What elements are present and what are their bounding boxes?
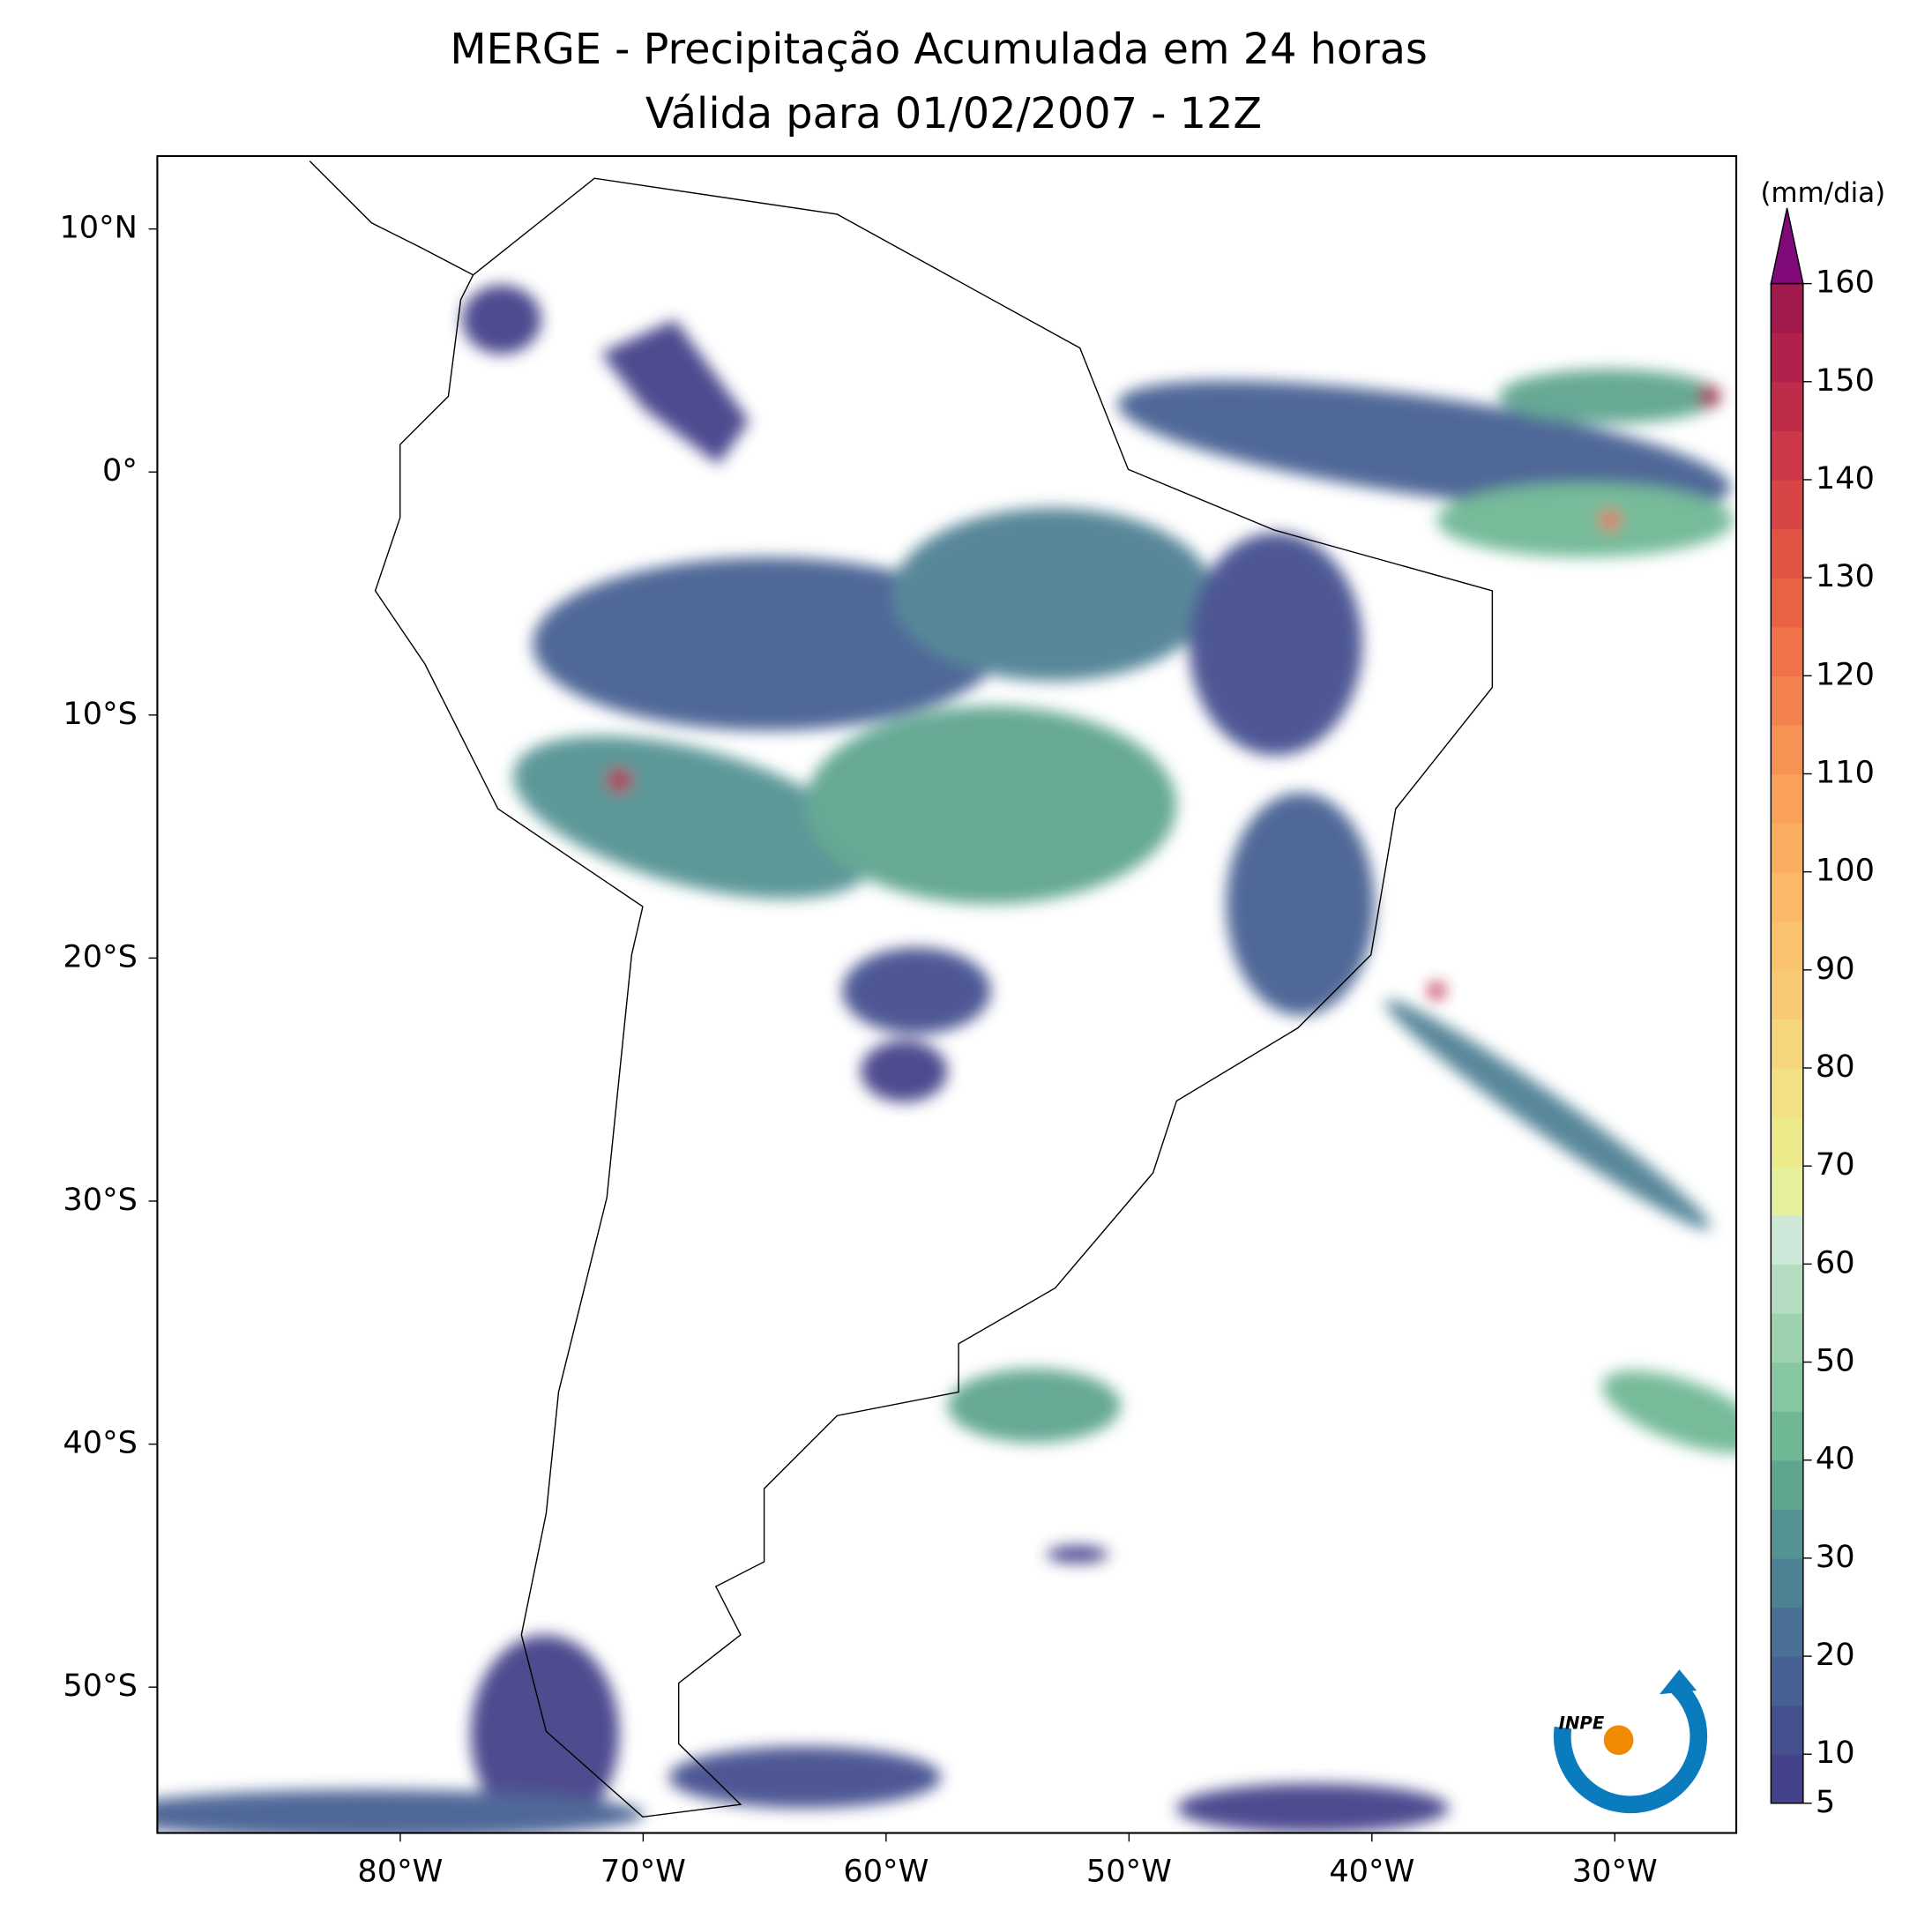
colorbar-segment	[1771, 1214, 1803, 1265]
colorbar-segment	[1771, 1166, 1803, 1216]
map-frame	[156, 154, 1738, 1834]
colorbar-tick-label: 80	[1816, 1049, 1855, 1085]
colorbar-segment	[1771, 1557, 1803, 1609]
colorbar-tick-label: 30	[1816, 1539, 1855, 1575]
colorbar-segment	[1771, 1509, 1803, 1559]
colorbar-tick-label: 20	[1816, 1637, 1855, 1673]
colorbar-segment	[1771, 381, 1803, 432]
precipitation	[157, 285, 1737, 1833]
map-area	[157, 160, 1737, 1833]
colorbar-tick-label: 40	[1816, 1441, 1855, 1477]
colorbar-segment	[1771, 283, 1803, 333]
colorbar-segment	[1771, 724, 1803, 775]
x-tick-label: 40°W	[1329, 1853, 1414, 1889]
colorbar-tick-label: 10	[1816, 1735, 1855, 1771]
y-tick-label: 20°S	[63, 938, 138, 974]
colorbar-segment	[1771, 479, 1803, 530]
colorbar-segment	[1771, 773, 1803, 824]
colorbar-tick-label: 60	[1816, 1244, 1855, 1280]
colorbar-tick-label: 160	[1816, 265, 1875, 301]
title: MERGE - Precipitação Acumulada em 24 hor…	[450, 26, 1428, 74]
colorbar-tick-label: 50	[1816, 1343, 1855, 1379]
coastline	[309, 160, 474, 276]
y-tick-label: 50°S	[63, 1668, 138, 1704]
x-tick-label: 80°W	[357, 1853, 443, 1889]
colorbar-tick-label: 90	[1816, 951, 1855, 987]
colorbar-segment	[1771, 1411, 1803, 1461]
coastline	[374, 177, 1494, 1818]
colorbar-segment	[1771, 676, 1803, 726]
colorbar-extend	[1770, 207, 1804, 285]
colorbar-tick-label: 140	[1816, 460, 1875, 496]
y-tick-label: 0°	[102, 452, 138, 489]
y-tick-label: 10°N	[59, 210, 138, 246]
colorbar-tick-label: 110	[1816, 754, 1875, 790]
colorbar-tick-label: 5	[1816, 1784, 1835, 1820]
colorbar-segment	[1771, 1607, 1803, 1657]
colorbar-segment	[1771, 626, 1803, 677]
x-tick-label: 70°W	[600, 1853, 686, 1889]
colorbar-tick-label: 120	[1816, 656, 1875, 692]
colorbar-tick-label: 100	[1816, 853, 1875, 889]
y-tick-label: 40°S	[63, 1425, 138, 1461]
colorbar-segment	[1771, 1264, 1803, 1314]
colorbar-segment	[1771, 1754, 1803, 1804]
colorbar-segment	[1771, 871, 1803, 922]
x-tick-label: 60°W	[843, 1853, 929, 1889]
colorbar-label: (mm/dia)	[1760, 177, 1885, 209]
colorbar-tick-label: 130	[1816, 558, 1875, 594]
colorbar-tick-label: 70	[1816, 1146, 1855, 1183]
logo-text: INPE	[1559, 1713, 1605, 1733]
x-tick-label: 30°W	[1572, 1853, 1658, 1889]
colorbar-segment	[1771, 921, 1803, 971]
x-tick-label: 50°W	[1086, 1853, 1172, 1889]
colorbar-segment	[1771, 1656, 1803, 1706]
colorbar-segment	[1771, 1459, 1803, 1510]
colorbar-segment	[1771, 332, 1803, 383]
colorbar-segment	[1771, 1019, 1803, 1069]
colorbar-segment	[1771, 528, 1803, 579]
colorbar-tick-label: 150	[1816, 362, 1875, 399]
colorbar-segment	[1771, 430, 1803, 481]
subtitle: Válida para 01/02/2007 - 12Z	[645, 90, 1262, 138]
inpe-logo: INPE	[1554, 1669, 1708, 1814]
y-tick-label: 30°S	[63, 1182, 138, 1218]
colorbar-segment	[1771, 1068, 1803, 1118]
colorbar-segment	[1771, 969, 1803, 1020]
y-tick-label: 10°S	[63, 696, 138, 732]
colorbar-segment	[1771, 1116, 1803, 1167]
colorbar-frame	[1770, 282, 1804, 1804]
colorbar-segment	[1771, 578, 1803, 628]
colorbar-segment	[1771, 1362, 1803, 1412]
colorbar-segment	[1771, 823, 1803, 873]
colorbar-segment	[1771, 1312, 1803, 1363]
colorbar-segment	[1771, 1705, 1803, 1755]
